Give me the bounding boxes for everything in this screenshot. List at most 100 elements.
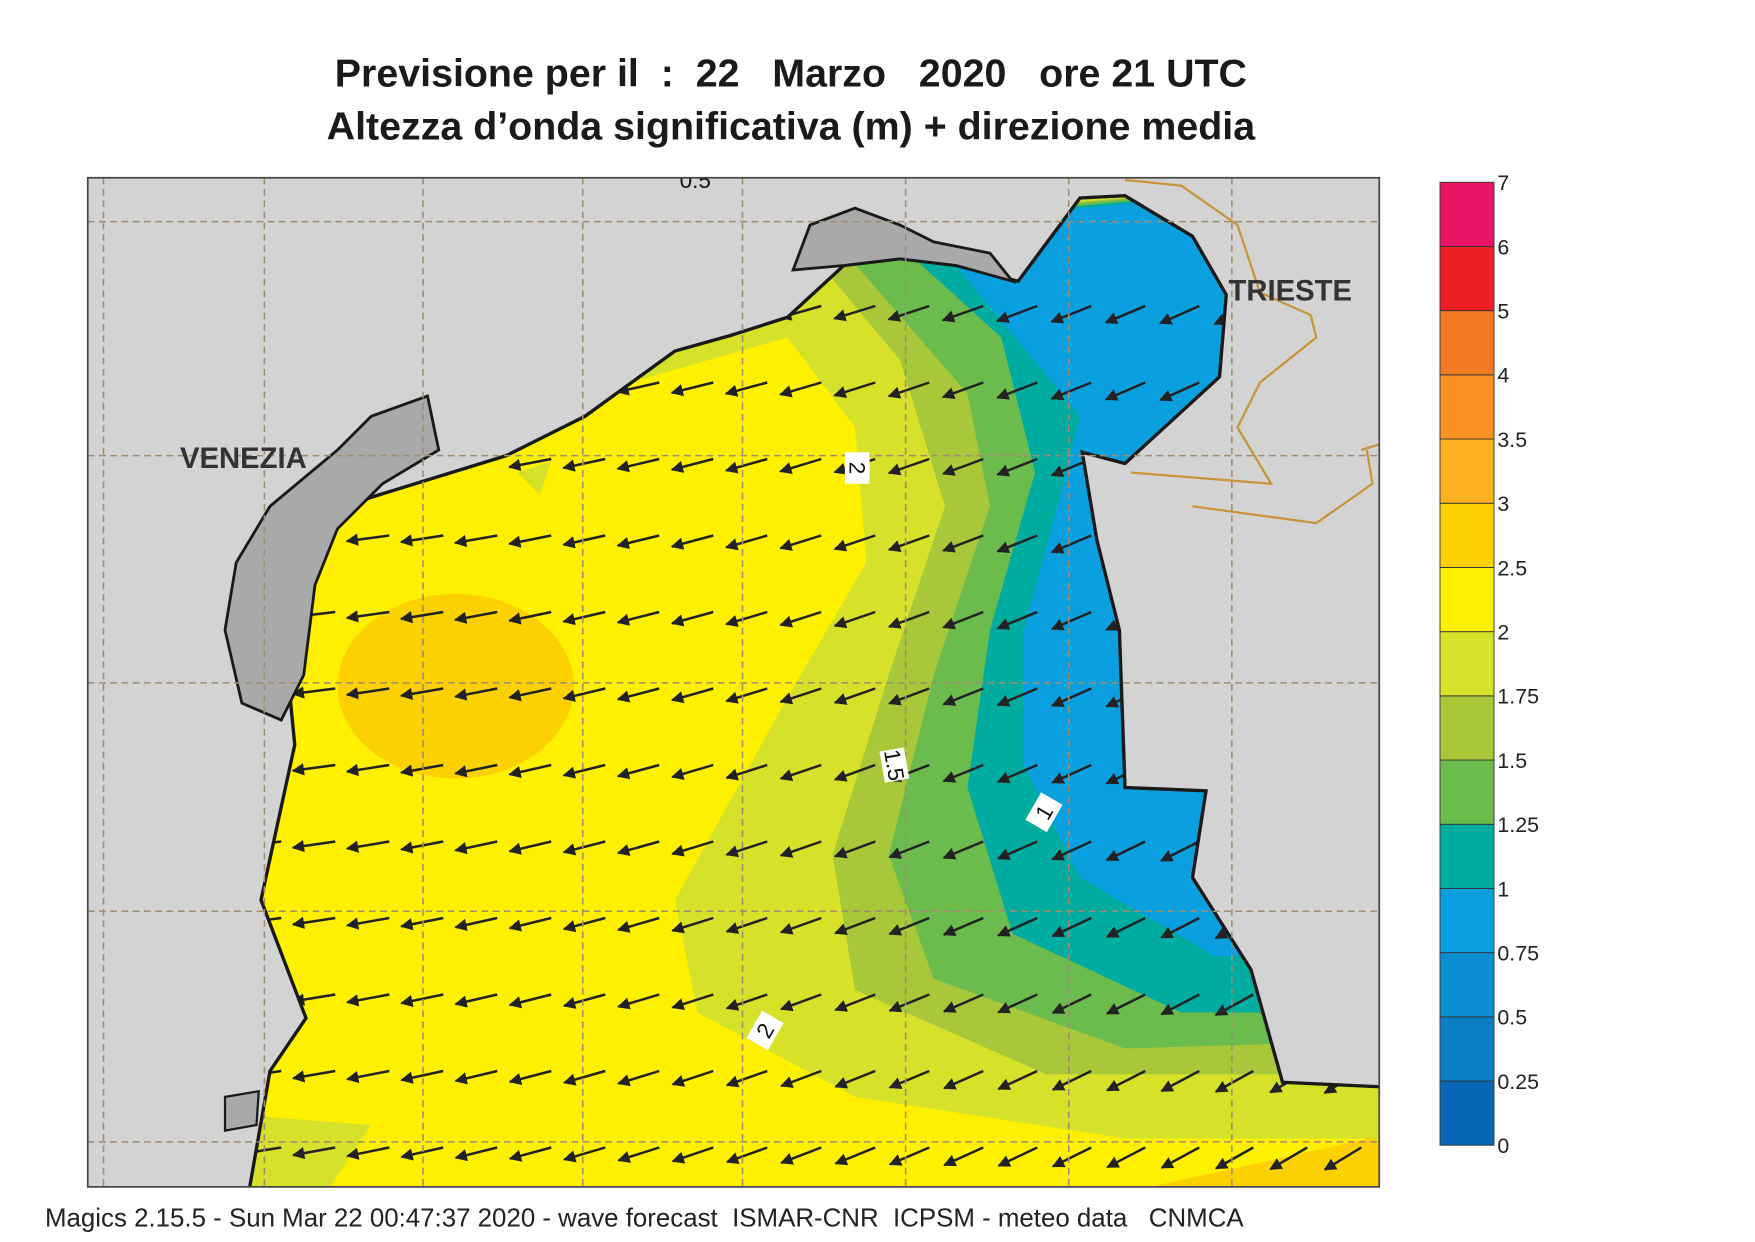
arrow [779, 381, 822, 398]
arrow [1159, 840, 1200, 862]
colorbar-label: 5 [1497, 300, 1509, 324]
arrow [562, 534, 606, 549]
arrow [671, 1146, 714, 1164]
arrow [563, 1146, 606, 1163]
arrow [779, 763, 822, 782]
colorbar-swatch [1439, 631, 1495, 697]
contour-label: 1.5 [879, 747, 910, 783]
arrow [1269, 1146, 1308, 1171]
arrow [887, 304, 930, 322]
map: VENEZIA TRIESTE 2 1.5 1 2 0.5 [87, 177, 1380, 1187]
arrow [454, 1069, 498, 1085]
arrow [454, 687, 498, 701]
arrow [508, 534, 552, 548]
arrow [943, 1146, 984, 1167]
arrow [291, 839, 336, 853]
arrow [942, 916, 984, 937]
arrow [508, 610, 552, 625]
arrow [725, 1069, 768, 1088]
arrow [454, 993, 498, 1008]
arrow [670, 534, 714, 550]
colorbar-swatch [1439, 181, 1495, 247]
arrow [834, 993, 876, 1012]
arrow [1051, 916, 1092, 938]
arrow [454, 916, 498, 931]
arrow [888, 840, 930, 859]
arrow [454, 763, 498, 778]
arrow [834, 1146, 876, 1166]
arrow [1323, 1146, 1362, 1171]
arrow [671, 763, 714, 780]
arrow [1051, 763, 1092, 784]
arrow [943, 1069, 984, 1090]
arrow [1105, 840, 1146, 862]
arrow [725, 687, 768, 704]
arrow [1160, 1146, 1200, 1169]
arrow [1051, 687, 1092, 707]
arrow [1214, 993, 1254, 1017]
arrow [345, 533, 390, 546]
colorbar-label: 1 [1497, 877, 1509, 901]
colorbar-swatch [1439, 1080, 1495, 1146]
arrow [1105, 993, 1146, 1015]
arrow [942, 457, 984, 476]
label-box [1025, 792, 1063, 833]
arrow [779, 840, 822, 858]
contour-label: 0.5 [680, 178, 711, 193]
arrow [508, 457, 552, 471]
map-frame [86, 176, 1381, 1188]
arrow [617, 1146, 660, 1163]
arrow [345, 763, 390, 777]
arrow [562, 916, 606, 933]
arrow [670, 610, 714, 627]
arrow [996, 687, 1038, 707]
colorbar-swatch [1439, 245, 1495, 312]
colorbar-label: 1.75 [1497, 685, 1539, 709]
arrow [617, 1069, 660, 1087]
arrow [997, 1069, 1038, 1091]
arrow [997, 916, 1038, 937]
arrow [833, 534, 876, 552]
arrow [1050, 610, 1092, 631]
arrow [508, 1069, 552, 1086]
arrow [616, 763, 660, 780]
arrow [508, 993, 552, 1009]
place-label: VENEZIA [180, 443, 307, 475]
arrow [1104, 304, 1146, 324]
arrow [888, 916, 930, 936]
colorbar: 0 0.25 0.5 0.75 1 1.25 1.5 1.75 2 2.5 3 3.5 4 5 6 7 [1439, 171, 1539, 1158]
arrow [942, 763, 984, 783]
band [337, 594, 574, 779]
arrow [780, 1146, 822, 1165]
border [1124, 178, 1380, 525]
arrow [834, 840, 876, 859]
colorbar-label: 3.5 [1497, 428, 1527, 452]
arrow [616, 457, 660, 473]
colorbar-label: 2.5 [1497, 556, 1527, 580]
arrow [1106, 1146, 1146, 1169]
arrow [291, 1069, 336, 1083]
arrow [345, 916, 390, 930]
arrow [888, 1069, 930, 1089]
arrow [562, 610, 606, 626]
arrow [996, 610, 1038, 630]
contour-label: 2 [844, 452, 870, 484]
arrow [345, 610, 390, 623]
arrow [887, 381, 930, 399]
arrow [291, 916, 336, 929]
arrow [1106, 1069, 1146, 1092]
arrow [942, 687, 984, 706]
arrow [670, 381, 714, 397]
arrow [400, 993, 444, 1008]
footer: Magics 2.15.5 - Sun Mar 22 00:47:37 2020… [45, 1204, 1244, 1232]
contour-label-text: 1.5 [879, 747, 909, 782]
arrow [249, 1146, 282, 1159]
arrow [1214, 1146, 1254, 1170]
contour-label: 2 [746, 1010, 784, 1051]
arrow [1105, 916, 1146, 938]
arrow [725, 610, 768, 627]
arrow [562, 763, 606, 779]
arrow [399, 610, 444, 624]
arrow [779, 457, 822, 475]
arrow [724, 381, 768, 397]
